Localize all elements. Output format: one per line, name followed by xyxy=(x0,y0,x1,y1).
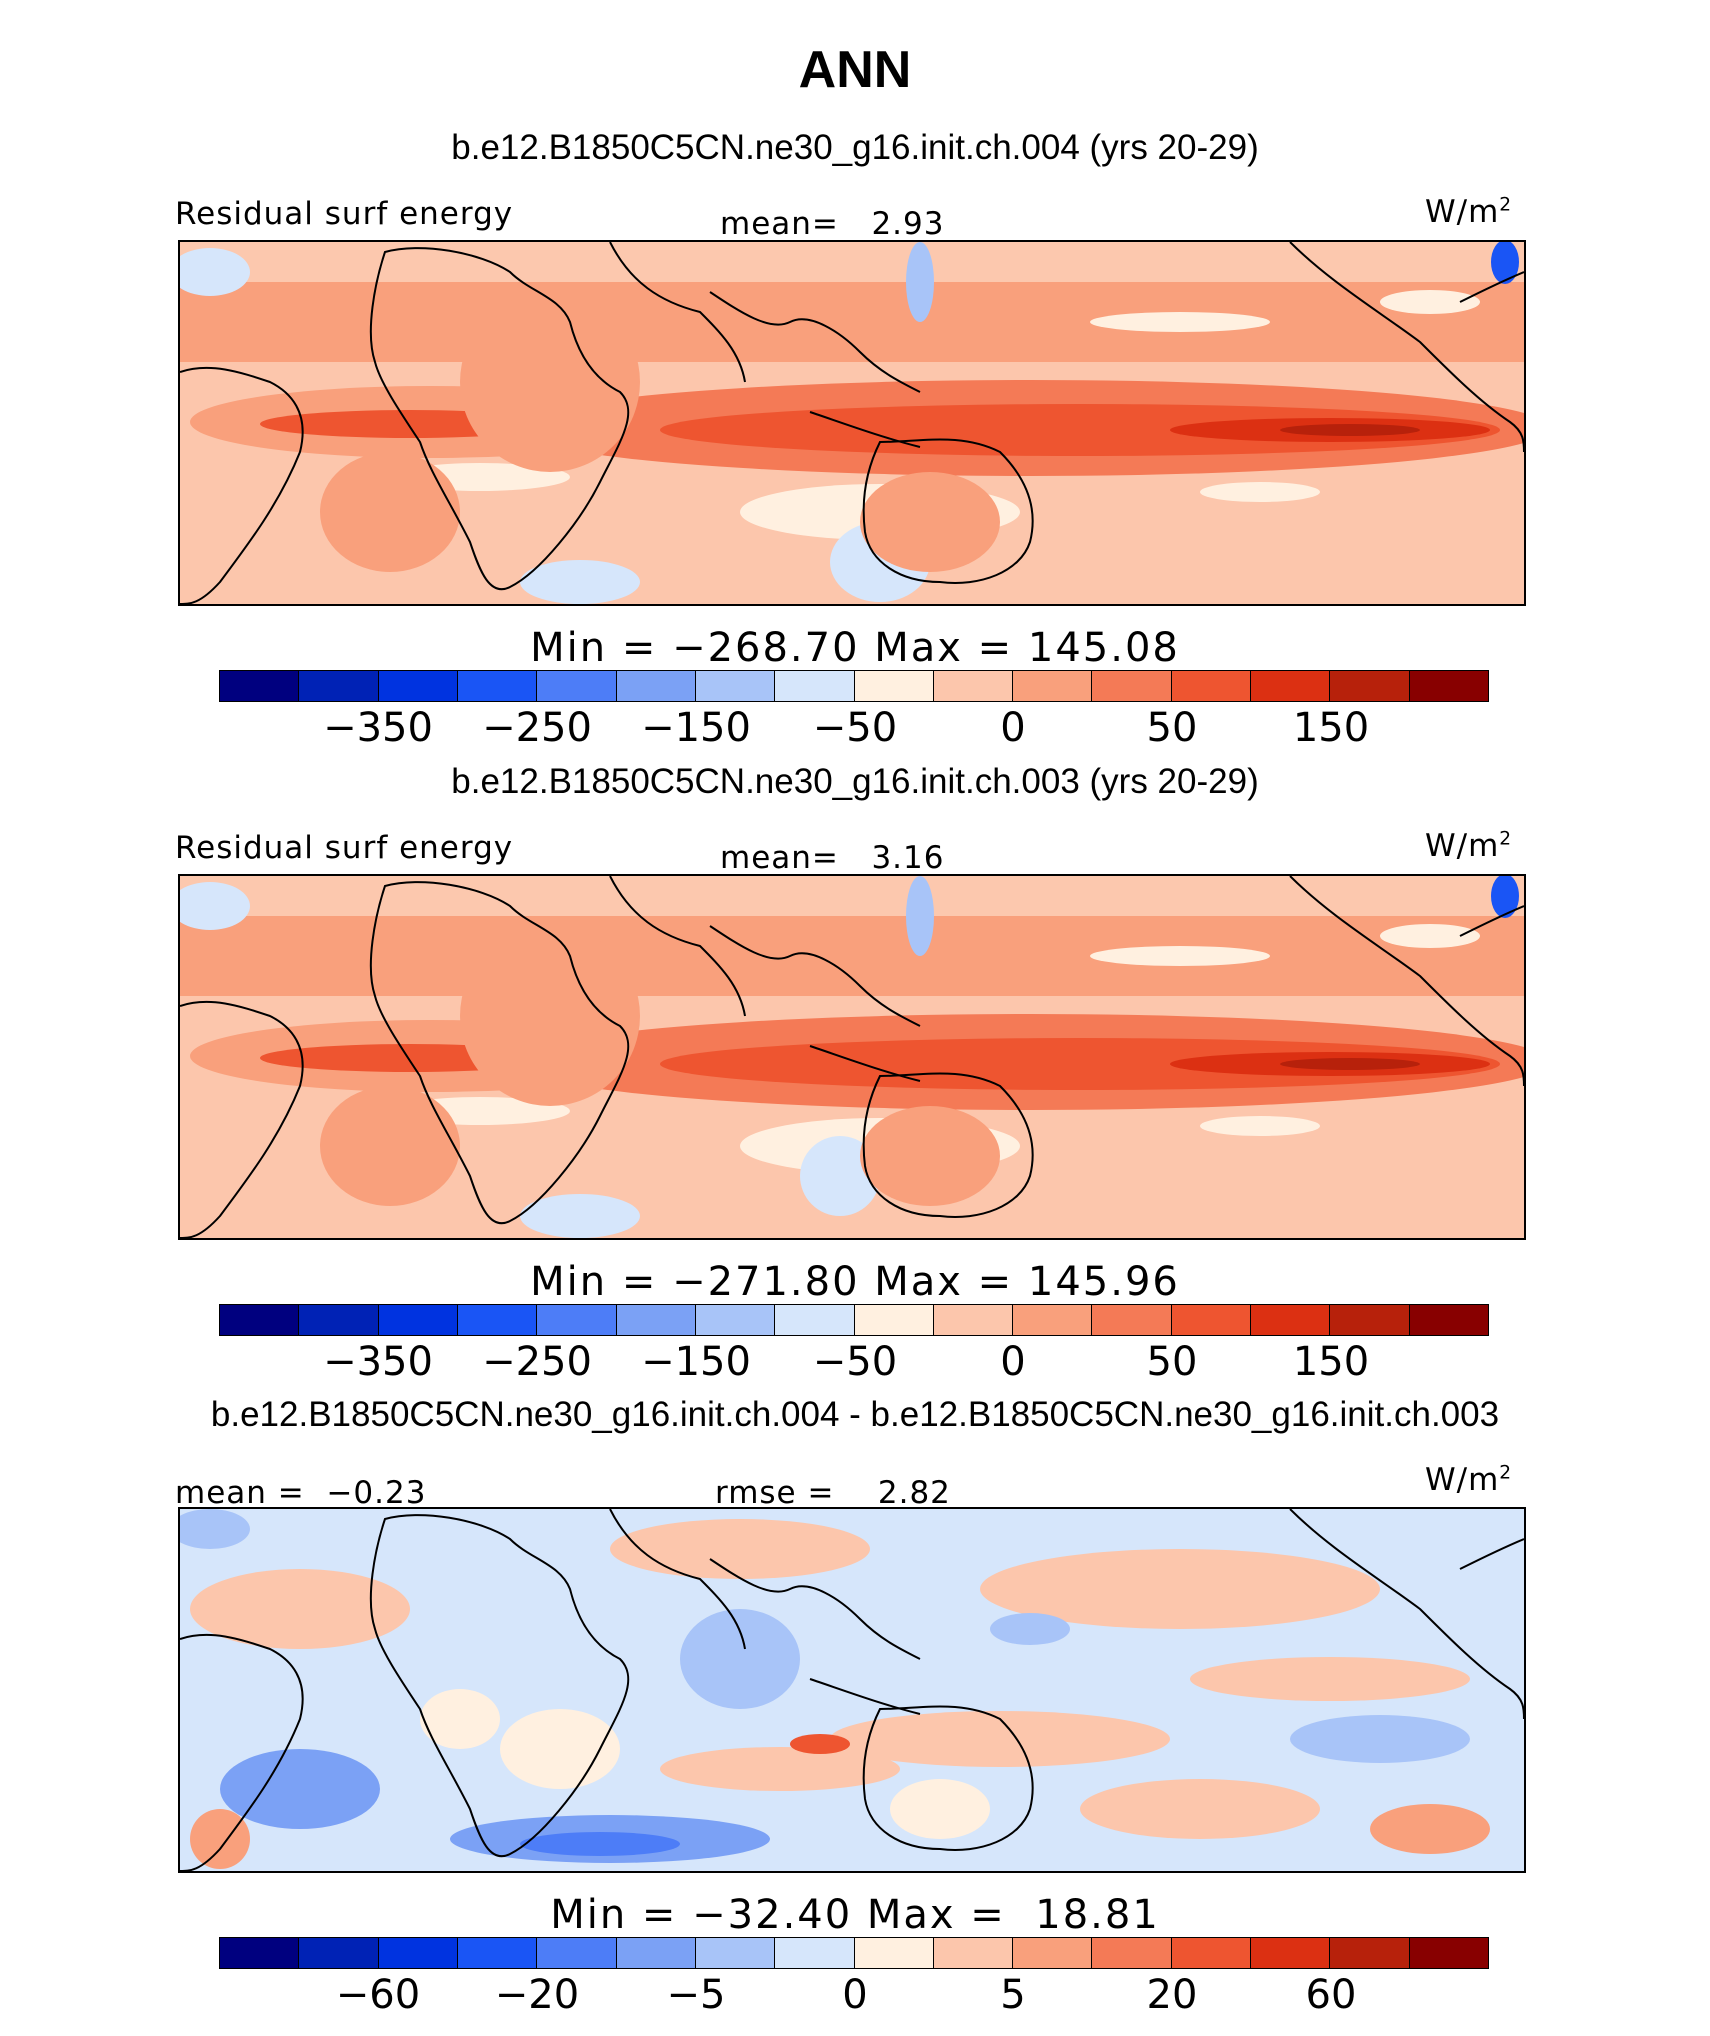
panel-1-tick: 0 xyxy=(1000,705,1026,751)
colorbar-swatch xyxy=(1330,1938,1410,1968)
panel-2-min-max: Min = −271.80 Max = 145.96 xyxy=(530,1259,1180,1305)
panel-1-variable-label: Residual surf energy xyxy=(175,196,514,232)
panel-3-tick: −5 xyxy=(666,1972,726,2018)
panel-1-min-max: Min = −268.70 Max = 145.08 xyxy=(530,625,1180,671)
colorbar-swatch xyxy=(457,1938,538,1968)
panel-3-units: W/m2 xyxy=(1425,1462,1513,1498)
panel-2-field xyxy=(180,876,1524,1238)
colorbar-swatch xyxy=(695,1305,776,1335)
colorbar-swatch xyxy=(1171,1938,1252,1968)
colorbar-swatch xyxy=(537,671,617,701)
colorbar-swatch xyxy=(220,671,300,701)
colorbar-swatch xyxy=(616,1305,696,1335)
panel-3-min-max: Min = −32.40 Max = 18.81 xyxy=(550,1892,1160,1938)
colorbar-swatch xyxy=(378,671,458,701)
colorbar-swatch xyxy=(1251,1305,1331,1335)
colorbar-swatch xyxy=(775,1938,855,1968)
colorbar-swatch xyxy=(299,1305,379,1335)
colorbar-swatch xyxy=(933,1305,1014,1335)
panel-1-tick: 50 xyxy=(1146,705,1198,751)
panel-2-tick: −350 xyxy=(323,1339,433,1385)
panel-1-case-title: b.e12.B1850C5CN.ne30_g16.init.ch.004 (yr… xyxy=(451,128,1259,167)
panel-3-field xyxy=(180,1509,1490,1869)
colorbar-swatch xyxy=(1013,1305,1093,1335)
colorbar-swatch xyxy=(457,1305,538,1335)
panel-2-tick: 0 xyxy=(1000,1339,1026,1385)
panel-1-tick: −250 xyxy=(482,705,592,751)
colorbar-swatch xyxy=(1171,1305,1252,1335)
panel-3-coastlines xyxy=(180,1509,1524,1871)
panel-3-colorbar xyxy=(219,1937,1489,1969)
panel-3-tick: −20 xyxy=(494,1972,580,2018)
colorbar-swatch xyxy=(1092,671,1172,701)
panel-1-tick: 150 xyxy=(1292,705,1370,751)
panel-2-map xyxy=(178,874,1526,1240)
colorbar-swatch xyxy=(378,1938,458,1968)
colorbar-swatch xyxy=(1409,671,1488,701)
panel-3-tick: 0 xyxy=(842,1972,868,2018)
panel-2-units: W/m2 xyxy=(1425,828,1513,864)
panel-2-tick: −50 xyxy=(812,1339,898,1385)
panel-2-tick: 150 xyxy=(1292,1339,1370,1385)
colorbar-swatch xyxy=(695,671,776,701)
panel-3-map xyxy=(178,1507,1526,1873)
panel-2-case-title: b.e12.B1850C5CN.ne30_g16.init.ch.003 (yr… xyxy=(451,762,1259,801)
panel-1-tick: −350 xyxy=(323,705,433,751)
colorbar-swatch xyxy=(220,1938,300,1968)
panel-2-tick: −150 xyxy=(641,1339,751,1385)
panel-2-tick: −250 xyxy=(482,1339,592,1385)
colorbar-swatch xyxy=(1092,1305,1172,1335)
colorbar-swatch xyxy=(1409,1305,1488,1335)
colorbar-swatch xyxy=(933,671,1014,701)
colorbar-swatch xyxy=(1092,1938,1172,1968)
colorbar-swatch xyxy=(1330,1305,1410,1335)
colorbar-swatch xyxy=(378,1305,458,1335)
colorbar-swatch xyxy=(1013,671,1093,701)
colorbar-swatch xyxy=(775,671,855,701)
colorbar-swatch xyxy=(933,1938,1014,1968)
panel-1-tick: −150 xyxy=(641,705,751,751)
colorbar-swatch xyxy=(854,1305,934,1335)
panel-2-tick: 50 xyxy=(1146,1339,1198,1385)
colorbar-swatch xyxy=(220,1305,300,1335)
colorbar-swatch xyxy=(1330,671,1410,701)
panel-3-rmse-label: rmse = 2.82 xyxy=(715,1475,951,1511)
panel-2-variable-label: Residual surf energy xyxy=(175,830,514,866)
colorbar-swatch xyxy=(537,1305,617,1335)
panel-3-tick: 5 xyxy=(1000,1972,1026,2018)
panel-1-colorbar xyxy=(219,670,1489,702)
colorbar-swatch xyxy=(1013,1938,1093,1968)
main-title: ANN xyxy=(798,41,912,99)
panel-3-tick: −60 xyxy=(335,1972,421,2018)
panel-1-coastlines xyxy=(180,242,1524,604)
colorbar-swatch xyxy=(695,1938,776,1968)
colorbar-swatch xyxy=(299,671,379,701)
panel-2-mean-label: mean= 3.16 xyxy=(720,840,945,876)
panel-1-tick: −50 xyxy=(812,705,898,751)
colorbar-swatch xyxy=(537,1938,617,1968)
panel-2-colorbar xyxy=(219,1304,1489,1336)
panel-1-field xyxy=(180,242,1524,604)
colorbar-swatch xyxy=(854,1938,934,1968)
colorbar-swatch xyxy=(1171,671,1252,701)
colorbar-swatch xyxy=(1409,1938,1488,1968)
panel-3-tick: 60 xyxy=(1305,1972,1357,2018)
colorbar-swatch xyxy=(1251,671,1331,701)
colorbar-swatch xyxy=(616,671,696,701)
panel-3-mean-label: mean = −0.23 xyxy=(175,1475,427,1511)
colorbar-swatch xyxy=(616,1938,696,1968)
colorbar-swatch xyxy=(457,671,538,701)
colorbar-swatch xyxy=(775,1305,855,1335)
panel-3-case-title: b.e12.B1850C5CN.ne30_g16.init.ch.004 - b… xyxy=(210,1395,1500,1434)
colorbar-swatch xyxy=(1251,1938,1331,1968)
colorbar-swatch xyxy=(299,1938,379,1968)
panel-1-mean-label: mean= 2.93 xyxy=(720,206,945,242)
panel-3-tick: 20 xyxy=(1146,1972,1198,2018)
panel-1-map xyxy=(178,240,1526,606)
colorbar-swatch xyxy=(854,671,934,701)
panel-1-units: W/m2 xyxy=(1425,194,1513,230)
panel-2-coastlines xyxy=(180,876,1524,1238)
